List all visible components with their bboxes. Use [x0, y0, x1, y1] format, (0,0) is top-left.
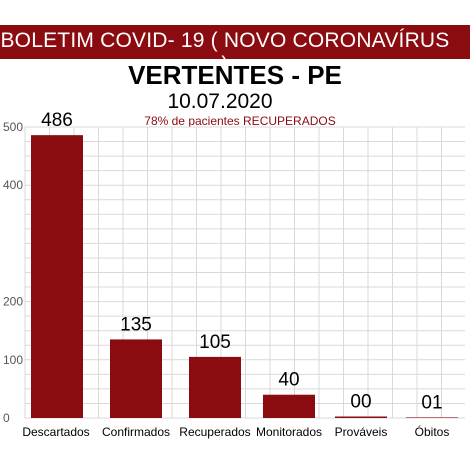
bar-descartados: [31, 135, 83, 418]
bar-óbitos: [406, 417, 458, 418]
data-label: 00: [350, 392, 371, 413]
chart-date: 10.07.2020: [167, 90, 273, 113]
data-label: 486: [41, 110, 73, 131]
data-label: 01: [421, 392, 442, 413]
chart-title: VERTENTES - PE: [128, 60, 342, 90]
bar-monitorados: [263, 394, 315, 418]
data-label: 135: [120, 314, 152, 335]
x-tick-label: Recuperados: [179, 425, 250, 439]
x-tick-label: Óbitos: [415, 424, 450, 439]
x-tick-label: Monitorados: [256, 425, 322, 439]
bar-recuperados: [189, 356, 241, 418]
x-tick-label: Prováveis: [335, 425, 388, 439]
bars: [31, 135, 458, 418]
y-tick-label: 400: [3, 178, 23, 192]
y-tick-label: 0: [3, 411, 10, 425]
x-tick-label: Confirmados: [102, 425, 170, 439]
data-label: 105: [199, 332, 231, 353]
y-axis-ticks: 0 100 200 400 500: [3, 120, 23, 425]
chart-subtitle: 78% de pacientes RECUPERADOS: [144, 114, 336, 128]
y-tick-label: 100: [3, 353, 23, 367]
bar-prováveis: [335, 416, 387, 418]
header-banner: BOLETIM COVID- 19 ( NOVO CORONAVÍRUS ): [0, 25, 470, 76]
y-tick-label: 500: [3, 120, 23, 134]
y-tick-label: 200: [3, 295, 23, 309]
gridlines: [24, 126, 465, 419]
banner-text: BOLETIM COVID- 19 ( NOVO CORONAVÍRUS ): [0, 29, 450, 76]
bar-confirmados: [110, 339, 162, 418]
x-tick-label: Descartados: [22, 425, 89, 439]
data-label: 40: [278, 370, 299, 391]
value-labels: 486 135 105 40 00 01: [41, 110, 442, 413]
x-axis-labels: Descartados Confirmados Recuperados Monitor…: [22, 424, 449, 439]
